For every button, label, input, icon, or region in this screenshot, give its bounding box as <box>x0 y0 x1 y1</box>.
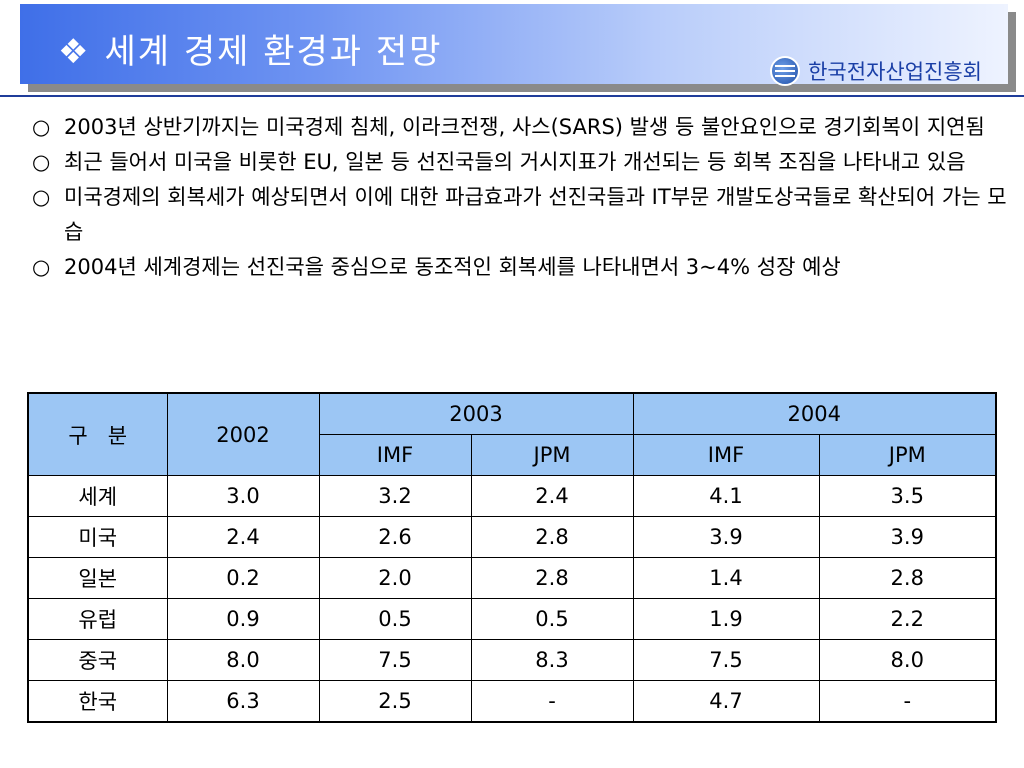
title-shadow <box>1008 12 1016 92</box>
table-cell: 0.5 <box>470 598 634 640</box>
table-cell: - <box>470 680 634 723</box>
table-cell: 2.2 <box>818 598 997 640</box>
jpm-2003-header: JPM <box>470 434 634 476</box>
table-cell: 0.9 <box>166 598 320 640</box>
kea-logo-icon <box>770 56 801 86</box>
title-divider <box>0 95 1024 97</box>
table-cell: 0.5 <box>318 598 472 640</box>
page-title-text: 세계 경제 환경과 전망 <box>104 32 443 72</box>
table-subheader-row: IMF JPM IMF JPM <box>28 434 997 476</box>
table-row: 일본 0.2 2.0 2.8 1.4 2.8 <box>27 557 997 599</box>
row-label: 일본 <box>27 557 168 599</box>
year-2002-header: 2002 <box>166 392 320 476</box>
imf-2004-header: IMF <box>632 434 820 476</box>
category-header: 구 분 <box>27 392 168 476</box>
organization-badge: 한국전자산업진흥회 <box>770 56 982 86</box>
table-header-row: 구 분 2002 2003 2004 <box>27 392 997 476</box>
table-cell: 3.9 <box>632 516 820 558</box>
table-cell: 1.9 <box>632 598 820 640</box>
table-cell: 0.2 <box>166 557 320 599</box>
year-2004-header: 2004 <box>632 392 997 435</box>
table-cell: 8.3 <box>470 639 634 681</box>
organization-name: 한국전자산업진흥회 <box>808 60 982 84</box>
row-label: 미국 <box>27 516 168 558</box>
table-cell: 2.6 <box>318 516 472 558</box>
table-cell: 8.0 <box>166 639 320 681</box>
bullet-item: ○ 2003년 상반기까지는 미국경제 침체, 이라크전쟁, 사스(SARS) … <box>32 110 1007 145</box>
table-cell: 2.0 <box>318 557 472 599</box>
year-2003-header: 2003 <box>318 392 634 435</box>
page-title: ❖ 세계 경제 환경과 전망 <box>58 24 442 73</box>
table-cell: 6.3 <box>166 680 320 723</box>
table-row: 세계 3.0 3.2 2.4 4.1 3.5 <box>27 475 997 517</box>
bullet-text: 2004년 세계경제는 선진국을 중심으로 동조적인 회복세를 나타내면서 3~… <box>64 255 841 279</box>
table-row: 한국 6.3 2.5 - 4.7 - <box>27 680 997 723</box>
table-cell: 2.8 <box>470 516 634 558</box>
title-banner: ❖ 세계 경제 환경과 전망 한국전자산업진흥회 <box>20 4 1008 86</box>
bullet-text: 2003년 상반기까지는 미국경제 침체, 이라크전쟁, 사스(SARS) 발생… <box>64 115 985 139</box>
table-cell: 4.1 <box>632 475 820 517</box>
table-row: 미국 2.4 2.6 2.8 3.9 3.9 <box>27 516 997 558</box>
table-row: 중국 8.0 7.5 8.3 7.5 8.0 <box>27 639 997 681</box>
circle-bullet-icon: ○ <box>32 255 51 279</box>
bullet-item: ○ 최근 들어서 미국을 비롯한 EU, 일본 등 선진국들의 거시지표가 개선… <box>32 145 1007 180</box>
table-cell: 2.4 <box>470 475 634 517</box>
bullet-item: ○ 2004년 세계경제는 선진국을 중심으로 동조적인 회복세를 나타내면서 … <box>32 250 1007 285</box>
table-cell: 8.0 <box>818 639 997 681</box>
table-cell: 2.8 <box>818 557 997 599</box>
table-cell: 7.5 <box>318 639 472 681</box>
jpm-2004-header: JPM <box>818 434 997 476</box>
bullet-text: 미국경제의 회복세가 예상되면서 이에 대한 파급효과가 선진국들과 IT부문 … <box>64 185 1007 244</box>
table-cell: 1.4 <box>632 557 820 599</box>
circle-bullet-icon: ○ <box>32 185 51 209</box>
circle-bullet-icon: ○ <box>32 115 51 139</box>
diamond-bullet-icon: ❖ <box>58 32 91 72</box>
row-label: 세계 <box>27 475 168 517</box>
table-cell: 3.0 <box>166 475 320 517</box>
growth-forecast-table: 구 분 2002 2003 2004 IMF JPM IMF JPM 세계 3.… <box>27 392 997 723</box>
row-label: 중국 <box>27 639 168 681</box>
table-cell: 7.5 <box>632 639 820 681</box>
table-cell: 4.7 <box>632 680 820 723</box>
bullet-item: ○ 미국경제의 회복세가 예상되면서 이에 대한 파급효과가 선진국들과 IT부… <box>32 180 1007 250</box>
bullet-list: ○ 2003년 상반기까지는 미국경제 침체, 이라크전쟁, 사스(SARS) … <box>32 110 1007 285</box>
table-cell: 2.4 <box>166 516 320 558</box>
table-cell: - <box>818 680 997 723</box>
bullet-text: 최근 들어서 미국을 비롯한 EU, 일본 등 선진국들의 거시지표가 개선되는… <box>64 150 966 174</box>
table-cell: 3.2 <box>318 475 472 517</box>
table-cell: 2.8 <box>470 557 634 599</box>
title-shadow-bottom <box>28 84 1016 92</box>
row-label: 유럽 <box>27 598 168 640</box>
imf-2003-header: IMF <box>318 434 472 476</box>
table-cell: 3.5 <box>818 475 997 517</box>
table-row: 유럽 0.9 0.5 0.5 1.9 2.2 <box>27 598 997 640</box>
table-cell: 3.9 <box>818 516 997 558</box>
table-cell: 2.5 <box>318 680 472 723</box>
row-label: 한국 <box>27 680 168 723</box>
circle-bullet-icon: ○ <box>32 150 51 174</box>
